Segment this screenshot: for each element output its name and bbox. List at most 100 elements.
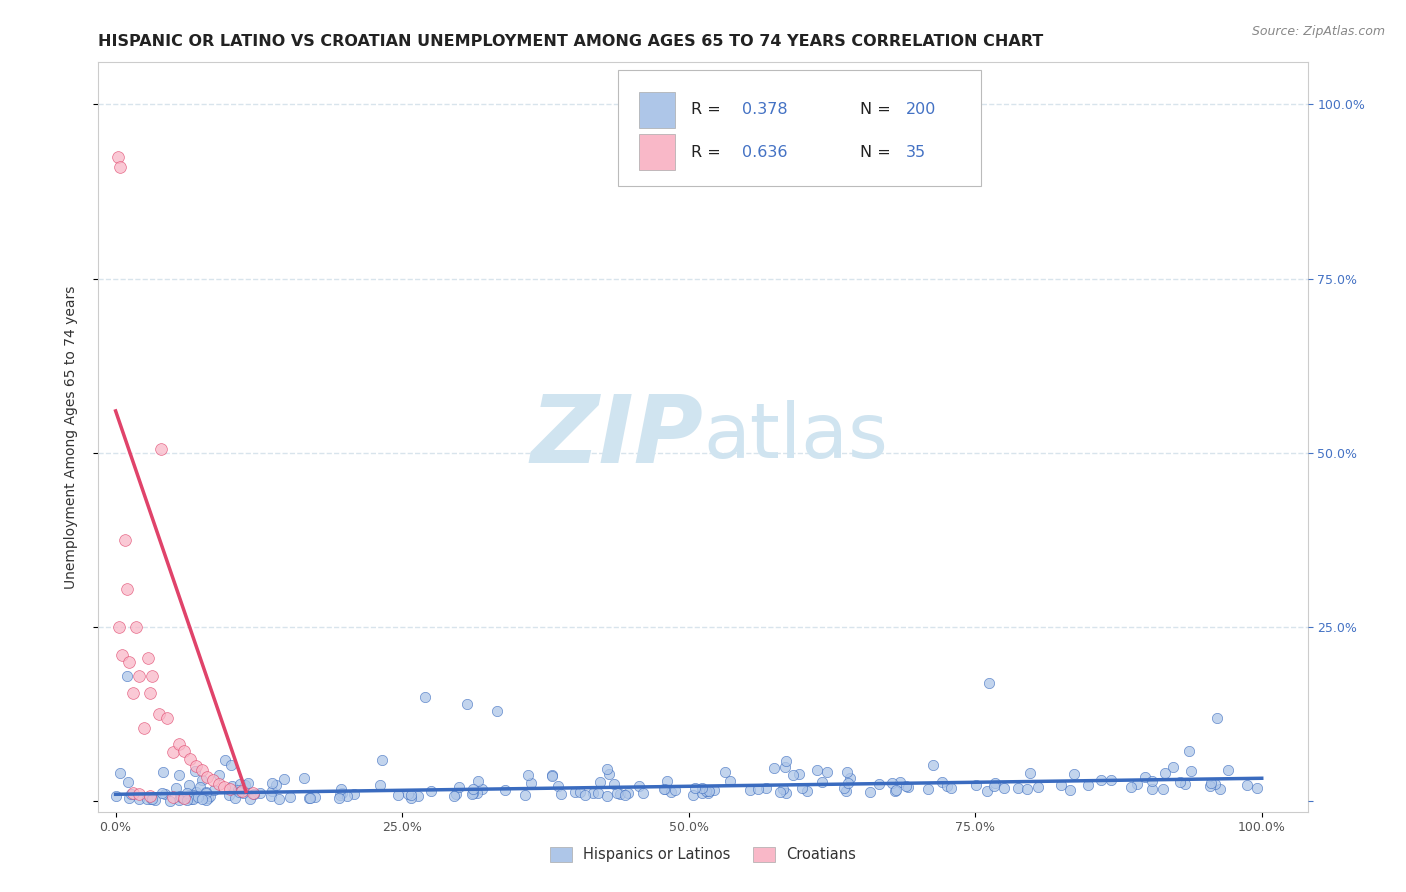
Point	[894, 779, 917, 793]
Point	[837, 776, 859, 790]
Point	[782, 768, 804, 782]
Point	[834, 780, 856, 795]
Point	[387, 789, 409, 803]
Point	[1140, 774, 1163, 789]
Point	[219, 781, 242, 796]
Point	[208, 777, 231, 791]
Point	[1206, 711, 1229, 725]
Point	[298, 790, 321, 805]
Point	[156, 711, 179, 725]
Point	[143, 793, 166, 807]
Point	[260, 784, 283, 798]
Point	[135, 791, 157, 805]
Point	[128, 669, 150, 683]
Point	[1019, 765, 1042, 780]
Point	[194, 784, 217, 798]
Point	[965, 778, 987, 792]
Point	[1236, 778, 1258, 792]
Point	[598, 766, 620, 780]
Point	[343, 787, 366, 801]
Point	[108, 620, 131, 634]
Point	[108, 160, 131, 174]
Point	[190, 792, 212, 806]
Point	[775, 754, 797, 768]
Text: N =: N =	[860, 103, 896, 117]
Point	[494, 782, 516, 797]
Point	[1168, 775, 1191, 789]
Point	[134, 721, 156, 735]
Point	[159, 794, 181, 808]
Point	[304, 789, 326, 804]
Point	[897, 780, 920, 794]
Point	[787, 767, 810, 781]
Text: R =: R =	[690, 103, 725, 117]
Point	[811, 775, 834, 789]
Point	[574, 789, 596, 803]
Point	[1246, 780, 1268, 795]
Point	[260, 776, 283, 790]
Text: HISPANIC OR LATINO VS CROATIAN UNEMPLOYMENT AMONG AGES 65 TO 74 YEARS CORRELATIO: HISPANIC OR LATINO VS CROATIAN UNEMPLOYM…	[98, 34, 1043, 49]
Point	[1077, 778, 1099, 792]
Point	[835, 784, 858, 798]
Point	[614, 788, 637, 802]
Point	[139, 791, 162, 805]
Text: 0.636: 0.636	[742, 145, 787, 160]
Point	[690, 786, 713, 800]
Point	[335, 789, 357, 804]
Point	[517, 768, 540, 782]
Point	[738, 783, 761, 797]
Point	[214, 753, 236, 767]
Point	[198, 789, 221, 804]
Text: 200: 200	[905, 103, 936, 117]
Point	[692, 780, 714, 795]
Point	[236, 776, 259, 790]
Point	[547, 779, 569, 793]
Point	[718, 774, 741, 789]
Point	[461, 787, 484, 801]
Point	[208, 768, 231, 782]
Point	[979, 675, 1001, 690]
Point	[153, 787, 176, 801]
Point	[541, 767, 564, 781]
Point	[588, 786, 610, 800]
Point	[368, 778, 391, 792]
Point	[839, 771, 862, 785]
Point	[139, 789, 162, 803]
Text: Source: ZipAtlas.com: Source: ZipAtlas.com	[1251, 25, 1385, 38]
Point	[444, 787, 467, 801]
Text: 0.378: 0.378	[742, 103, 787, 117]
Point	[197, 791, 219, 805]
Point	[162, 746, 184, 760]
Point	[463, 786, 485, 800]
Point	[1026, 780, 1049, 794]
Legend: Hispanics or Latinos, Croatians: Hispanics or Latinos, Croatians	[544, 841, 862, 868]
Point	[1090, 773, 1112, 788]
Point	[976, 783, 998, 797]
Point	[835, 764, 858, 779]
Point	[202, 773, 225, 788]
Point	[1063, 767, 1085, 781]
Point	[655, 773, 678, 788]
Point	[419, 784, 441, 798]
Point	[868, 777, 890, 791]
Point	[141, 669, 163, 683]
Point	[652, 782, 675, 797]
Point	[152, 764, 174, 779]
Point	[180, 792, 202, 806]
Point	[332, 786, 354, 800]
Point	[194, 793, 217, 807]
Point	[221, 779, 243, 793]
Point	[1119, 780, 1142, 794]
Point	[697, 786, 720, 800]
Point	[515, 789, 537, 803]
Point	[329, 788, 352, 802]
Point	[697, 784, 720, 798]
Point	[228, 784, 250, 798]
Point	[1126, 777, 1149, 791]
Point	[173, 744, 195, 758]
Point	[1208, 782, 1230, 797]
Point	[184, 785, 207, 799]
Point	[371, 753, 394, 767]
Point	[150, 442, 173, 457]
Point	[396, 787, 419, 801]
